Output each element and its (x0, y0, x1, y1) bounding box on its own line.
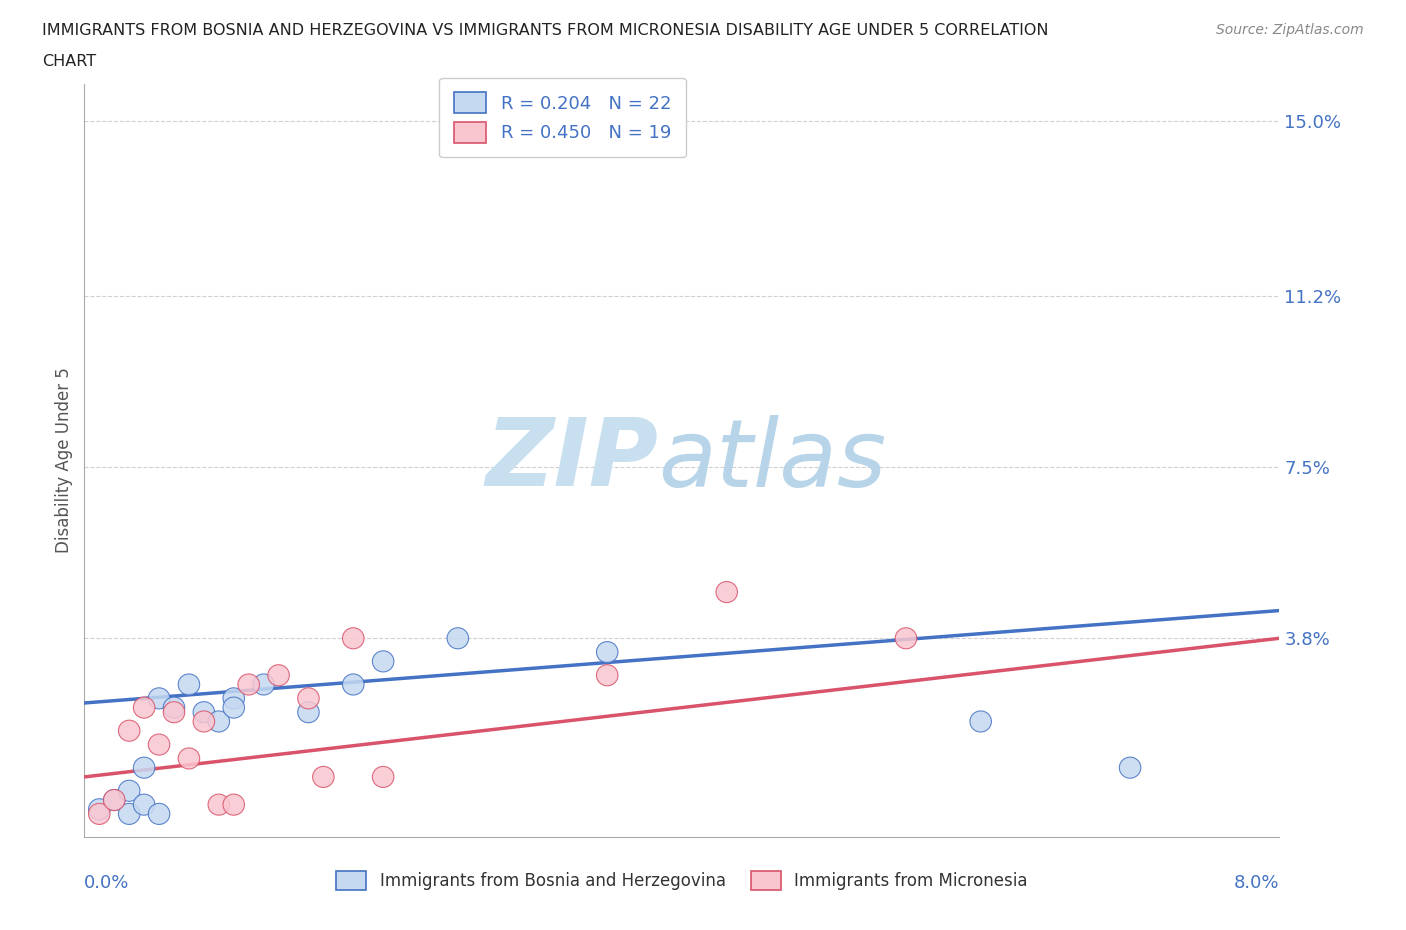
Ellipse shape (193, 711, 215, 732)
Text: 8.0%: 8.0% (1234, 874, 1279, 892)
Ellipse shape (163, 698, 184, 718)
Ellipse shape (970, 711, 991, 732)
Ellipse shape (89, 804, 110, 824)
Ellipse shape (373, 651, 394, 672)
Ellipse shape (1119, 757, 1140, 778)
Ellipse shape (596, 642, 619, 663)
Ellipse shape (373, 766, 394, 788)
Ellipse shape (134, 757, 155, 778)
Text: CHART: CHART (42, 54, 96, 69)
Ellipse shape (118, 720, 141, 741)
Ellipse shape (104, 790, 125, 811)
Text: Source: ZipAtlas.com: Source: ZipAtlas.com (1216, 23, 1364, 37)
Ellipse shape (208, 794, 229, 816)
Ellipse shape (208, 711, 229, 732)
Ellipse shape (104, 790, 125, 811)
Y-axis label: Disability Age Under 5: Disability Age Under 5 (55, 367, 73, 553)
Ellipse shape (896, 628, 917, 649)
Ellipse shape (118, 804, 141, 824)
Legend: Immigrants from Bosnia and Herzegovina, Immigrants from Micronesia: Immigrants from Bosnia and Herzegovina, … (329, 864, 1035, 897)
Ellipse shape (134, 698, 155, 718)
Ellipse shape (447, 628, 468, 649)
Ellipse shape (224, 698, 245, 718)
Ellipse shape (596, 665, 619, 685)
Ellipse shape (89, 799, 110, 820)
Ellipse shape (343, 674, 364, 695)
Text: atlas: atlas (658, 415, 886, 506)
Ellipse shape (238, 674, 260, 695)
Text: IMMIGRANTS FROM BOSNIA AND HERZEGOVINA VS IMMIGRANTS FROM MICRONESIA DISABILITY : IMMIGRANTS FROM BOSNIA AND HERZEGOVINA V… (42, 23, 1049, 38)
Ellipse shape (224, 794, 245, 816)
Ellipse shape (118, 780, 141, 802)
Ellipse shape (267, 665, 290, 685)
Ellipse shape (298, 688, 319, 709)
Ellipse shape (298, 701, 319, 723)
Text: ZIP: ZIP (485, 415, 658, 506)
Ellipse shape (193, 701, 215, 723)
Ellipse shape (179, 748, 200, 769)
Ellipse shape (148, 804, 170, 824)
Ellipse shape (163, 701, 184, 723)
Ellipse shape (148, 734, 170, 755)
Ellipse shape (343, 628, 364, 649)
Ellipse shape (134, 794, 155, 816)
Ellipse shape (224, 688, 245, 709)
Ellipse shape (312, 766, 335, 788)
Ellipse shape (148, 688, 170, 709)
Ellipse shape (716, 581, 738, 603)
Ellipse shape (179, 674, 200, 695)
Ellipse shape (253, 674, 274, 695)
Text: 0.0%: 0.0% (84, 874, 129, 892)
